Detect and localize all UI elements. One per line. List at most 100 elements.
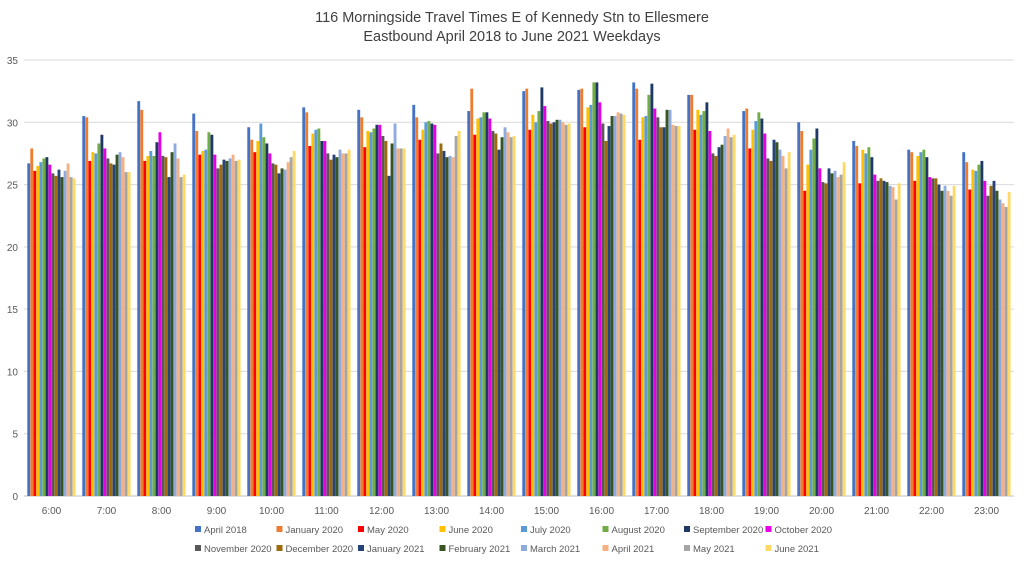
bar — [219, 164, 223, 496]
bar — [693, 129, 697, 496]
bar — [836, 177, 840, 496]
bar — [173, 143, 177, 496]
bar — [922, 149, 926, 496]
bar — [983, 180, 987, 496]
bar — [399, 148, 403, 496]
bar — [531, 114, 535, 496]
bar — [366, 131, 370, 496]
x-tick-label: 21:00 — [864, 506, 889, 517]
bar — [708, 131, 712, 496]
legend-swatch — [684, 545, 690, 551]
bar — [598, 102, 602, 496]
bar — [528, 129, 532, 496]
legend-swatch — [765, 526, 772, 532]
bar — [690, 94, 694, 496]
bar — [512, 135, 516, 497]
bar — [470, 88, 474, 497]
bar — [855, 145, 859, 496]
bar — [552, 122, 556, 496]
legend-item: April 2018 — [195, 525, 247, 536]
bar — [415, 117, 419, 497]
bar — [567, 123, 571, 496]
bar — [940, 190, 944, 497]
bar — [485, 112, 489, 496]
bar — [546, 121, 550, 496]
bar — [867, 147, 871, 496]
bar — [522, 91, 526, 496]
bar — [638, 139, 642, 497]
bar — [88, 160, 92, 496]
bar — [170, 152, 174, 496]
bar — [72, 178, 76, 496]
chart-title: 116 Morningside Travel Times E of Kenned… — [315, 10, 709, 26]
legend-item: July 2020 — [521, 525, 571, 536]
bar — [586, 107, 590, 496]
bar — [919, 152, 923, 496]
bar — [757, 112, 761, 496]
bar — [442, 150, 446, 496]
bar — [161, 155, 165, 497]
legend: April 2018 January 2020 May 2020 June 2020 J… — [195, 525, 832, 555]
bar — [885, 182, 889, 496]
bar — [604, 140, 608, 496]
bar — [146, 155, 150, 497]
bar — [980, 160, 984, 496]
legend-label: January 2021 — [367, 544, 425, 555]
bar — [748, 148, 752, 496]
bar — [320, 140, 324, 496]
bar — [650, 83, 654, 497]
bar — [127, 172, 131, 497]
bar — [549, 123, 553, 496]
bar — [968, 189, 972, 497]
bar — [30, 148, 34, 496]
bar — [824, 183, 828, 496]
bar — [42, 158, 46, 496]
bar — [974, 170, 978, 496]
legend-swatch — [276, 526, 283, 532]
legend-swatch — [684, 526, 690, 532]
bar — [286, 162, 290, 496]
bar — [357, 109, 361, 496]
bar — [962, 152, 966, 496]
bar — [711, 153, 715, 496]
bar — [714, 155, 718, 497]
bar — [595, 82, 599, 497]
bar — [158, 132, 162, 496]
bar — [806, 164, 810, 496]
bar — [94, 153, 98, 496]
bar — [784, 168, 788, 496]
bar — [702, 111, 706, 496]
bar — [952, 185, 956, 496]
bar — [283, 169, 287, 496]
legend-swatch — [439, 545, 446, 551]
bar — [247, 127, 251, 497]
bar — [393, 123, 397, 496]
bar — [540, 87, 544, 496]
bar — [729, 137, 733, 497]
bar — [913, 180, 917, 496]
bar — [506, 132, 510, 496]
legend-item: May 2020 — [358, 525, 409, 536]
bar — [115, 154, 119, 497]
bar — [140, 109, 144, 496]
bar — [167, 177, 171, 496]
bar — [616, 112, 620, 496]
bar — [433, 124, 437, 496]
bar — [421, 129, 425, 496]
bar — [305, 112, 309, 496]
bar — [894, 199, 898, 496]
y-tick-label: 35 — [7, 56, 19, 67]
bar — [674, 126, 678, 497]
bar — [54, 175, 58, 496]
legend-item: December 2020 — [276, 544, 353, 555]
bar — [152, 155, 156, 497]
bar — [949, 195, 953, 496]
bar — [497, 149, 501, 496]
bar — [500, 137, 504, 497]
y-axis: 0 5 10 15 20 25 30 35 — [7, 56, 19, 503]
bar — [800, 131, 804, 496]
bar — [103, 148, 107, 496]
bar — [613, 116, 617, 496]
bar — [882, 180, 886, 496]
bar — [204, 149, 208, 496]
